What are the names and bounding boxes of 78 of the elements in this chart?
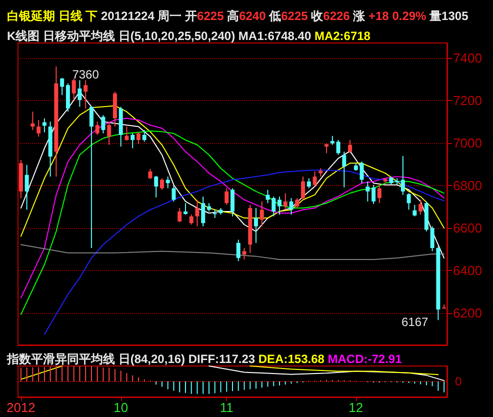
- y-tick-label: 7400: [453, 50, 482, 66]
- candlestick: [124, 126, 129, 142]
- candlestick: [306, 178, 311, 189]
- candlestick: [348, 139, 352, 154]
- annotation: DEA:153.68: [258, 352, 325, 366]
- candlestick: [178, 208, 182, 223]
- candlestick: [418, 199, 423, 216]
- candlestick: [372, 184, 376, 204]
- candlestick: [24, 164, 29, 210]
- y-tick-label: 7200: [453, 92, 482, 108]
- chart-title: 白银延期 日线 下: [7, 9, 98, 23]
- candlestick: [236, 239, 240, 262]
- candlestick: [148, 168, 152, 180]
- text: MA1:6748.40: [238, 29, 312, 43]
- y-tick-label: 7000: [453, 135, 482, 150]
- candlestick: [201, 196, 206, 227]
- candlestick: [242, 248, 246, 260]
- annotation: DIFF:117.23: [188, 352, 256, 366]
- candlestick: [107, 121, 112, 146]
- text: K线图 日移动平均线 日(5,10,20,25,50,240): [7, 29, 236, 43]
- candlestick: [324, 142, 329, 154]
- candlestick: [360, 160, 364, 184]
- x-tick-label: 12: [348, 400, 364, 415]
- candlestick: [283, 192, 288, 210]
- x-tick-label: 2012: [6, 400, 36, 415]
- candlestick: [183, 202, 188, 216]
- candlestick: [72, 78, 76, 100]
- candlestick: [377, 184, 382, 204]
- candlestick: [406, 192, 411, 210]
- candlestick: [342, 151, 346, 188]
- x-tick-label: 11: [220, 400, 234, 415]
- line-series: [20, 244, 445, 260]
- candlestick: [430, 226, 434, 252]
- y-tick-label: 6200: [453, 306, 482, 321]
- candlestick: [95, 121, 100, 136]
- candlestick: [254, 208, 258, 244]
- candlestick: [172, 184, 176, 202]
- line-series: [20, 105, 445, 237]
- candlestick: [101, 114, 106, 134]
- annotation: 7360: [72, 67, 100, 82]
- candlestick: [366, 180, 370, 202]
- candlestick: [189, 214, 194, 226]
- chart-title: 指数平滑异同平均线 日(84,20,16): [6, 352, 186, 366]
- candlestick: [336, 139, 340, 156]
- candlestick: [289, 198, 294, 216]
- y-tick-label: 6600: [453, 220, 482, 236]
- candlestick: [78, 80, 82, 108]
- candlestick: [60, 77, 64, 96]
- candlestick: [295, 198, 300, 209]
- candlestick: [212, 209, 217, 219]
- annotation: 6167: [401, 315, 429, 330]
- candlestick: [136, 132, 140, 145]
- candlestick: [160, 178, 164, 190]
- candlestick: [130, 132, 135, 149]
- candlestick: [142, 129, 146, 142]
- candlestick: [66, 82, 70, 112]
- text: 20121224 周一 开6225 高6240 低6225 收6226 涨 +18 0.29% 量1305: [101, 9, 468, 23]
- candlestick: [84, 80, 88, 110]
- candlestick: [154, 175, 158, 198]
- candlestick: [224, 188, 229, 206]
- candlestick: [301, 176, 306, 200]
- ref-line-label: 0: [455, 374, 462, 388]
- candlestick: [260, 200, 264, 227]
- candlestick: [400, 155, 405, 196]
- y-tick-label: 6800: [453, 178, 482, 193]
- text: MA2:6718: [314, 29, 371, 43]
- candlestick: [312, 170, 317, 188]
- annotation: MACD:-72.91: [328, 352, 402, 366]
- candlestick: [89, 106, 94, 249]
- candlestick: [30, 111, 35, 130]
- candlestick: [442, 304, 446, 309]
- x-tick-label: 10: [114, 400, 128, 415]
- y-tick-label: 6400: [453, 263, 482, 278]
- candlestick: [195, 199, 200, 227]
- candlestick: [230, 188, 234, 217]
- candlestick: [412, 204, 417, 217]
- candlestick: [278, 196, 282, 216]
- candlestick: [36, 119, 41, 138]
